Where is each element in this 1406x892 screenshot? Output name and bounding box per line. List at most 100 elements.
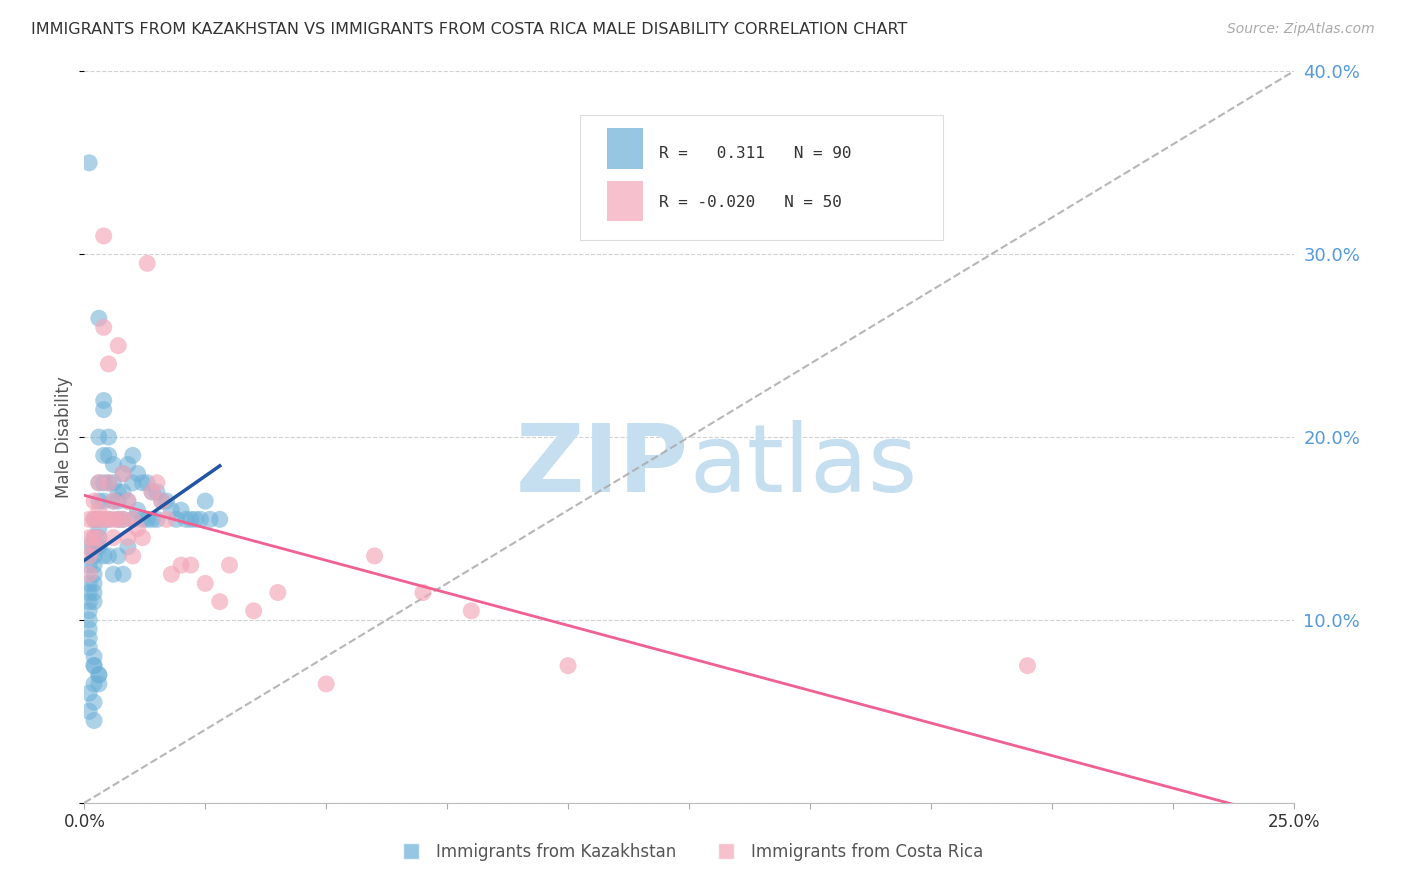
Point	[112, 467, 135, 481]
Point	[77, 640, 100, 655]
Point	[93, 229, 115, 244]
Point	[77, 576, 100, 591]
Point	[170, 558, 193, 573]
Point	[117, 531, 139, 545]
Point	[170, 503, 193, 517]
Point	[83, 695, 105, 709]
Point	[180, 558, 202, 573]
Point	[107, 338, 129, 352]
Point	[77, 531, 100, 545]
Point	[87, 531, 110, 545]
Point	[77, 622, 100, 636]
Point	[97, 357, 120, 371]
Point	[103, 531, 125, 545]
Point	[190, 512, 212, 526]
Point	[83, 531, 105, 545]
Point	[83, 649, 105, 664]
Point	[121, 448, 143, 462]
Point	[83, 658, 105, 673]
Point	[150, 494, 173, 508]
Point	[83, 567, 105, 582]
Point	[160, 503, 183, 517]
Point	[112, 467, 135, 481]
Point	[83, 585, 105, 599]
Point	[77, 613, 100, 627]
Point	[77, 705, 100, 719]
Point	[208, 512, 231, 526]
Point	[107, 494, 129, 508]
Point	[77, 558, 100, 573]
Point	[180, 512, 202, 526]
Point	[127, 467, 149, 481]
Point	[87, 512, 110, 526]
Point	[117, 494, 139, 508]
Point	[155, 512, 177, 526]
Point	[136, 512, 159, 526]
Point	[103, 512, 125, 526]
Point	[87, 667, 110, 681]
Text: R =   0.311   N = 90: R = 0.311 N = 90	[659, 145, 851, 161]
Point	[83, 540, 105, 554]
Point	[83, 512, 105, 526]
Point	[117, 494, 139, 508]
Point	[136, 256, 159, 270]
Point	[107, 512, 129, 526]
Point	[1017, 658, 1039, 673]
Point	[87, 540, 110, 554]
Point	[83, 677, 105, 691]
Text: IMMIGRANTS FROM KAZAKHSTAN VS IMMIGRANTS FROM COSTA RICA MALE DISABILITY CORRELA: IMMIGRANTS FROM KAZAKHSTAN VS IMMIGRANTS…	[31, 22, 907, 37]
Point	[87, 677, 110, 691]
FancyBboxPatch shape	[581, 115, 943, 240]
Point	[97, 512, 120, 526]
Point	[146, 485, 169, 500]
Point	[83, 531, 105, 545]
Point	[93, 475, 115, 490]
Point	[87, 475, 110, 490]
Point	[87, 521, 110, 535]
Point	[77, 549, 100, 563]
Point	[83, 576, 105, 591]
Point	[127, 503, 149, 517]
Point	[160, 567, 183, 582]
Point	[107, 485, 129, 500]
Point	[77, 594, 100, 608]
Point	[97, 475, 120, 490]
Point	[121, 512, 143, 526]
Point	[97, 448, 120, 462]
Point	[93, 549, 115, 563]
Text: ZIP: ZIP	[516, 420, 689, 512]
Point	[107, 512, 129, 526]
Point	[155, 494, 177, 508]
Point	[97, 430, 120, 444]
Point	[198, 512, 221, 526]
Point	[146, 512, 169, 526]
Point	[83, 558, 105, 573]
Point	[103, 494, 125, 508]
Point	[363, 549, 385, 563]
Point	[77, 585, 100, 599]
Point	[93, 393, 115, 408]
Point	[87, 512, 110, 526]
Point	[131, 475, 153, 490]
Point	[87, 430, 110, 444]
Point	[83, 494, 105, 508]
Text: Source: ZipAtlas.com: Source: ZipAtlas.com	[1227, 22, 1375, 37]
Point	[103, 458, 125, 472]
Point	[208, 594, 231, 608]
Y-axis label: Male Disability: Male Disability	[55, 376, 73, 498]
Point	[77, 686, 100, 700]
Point	[87, 531, 110, 545]
Text: R = -0.020   N = 50: R = -0.020 N = 50	[659, 195, 842, 211]
Point	[93, 512, 115, 526]
Point	[242, 604, 264, 618]
Point	[83, 714, 105, 728]
Point	[97, 512, 120, 526]
Point	[112, 512, 135, 526]
Text: atlas: atlas	[689, 420, 917, 512]
Point	[77, 632, 100, 646]
Point	[93, 320, 115, 334]
Bar	[607, 128, 643, 169]
Point	[194, 576, 217, 591]
Point	[77, 540, 100, 554]
Point	[218, 558, 240, 573]
